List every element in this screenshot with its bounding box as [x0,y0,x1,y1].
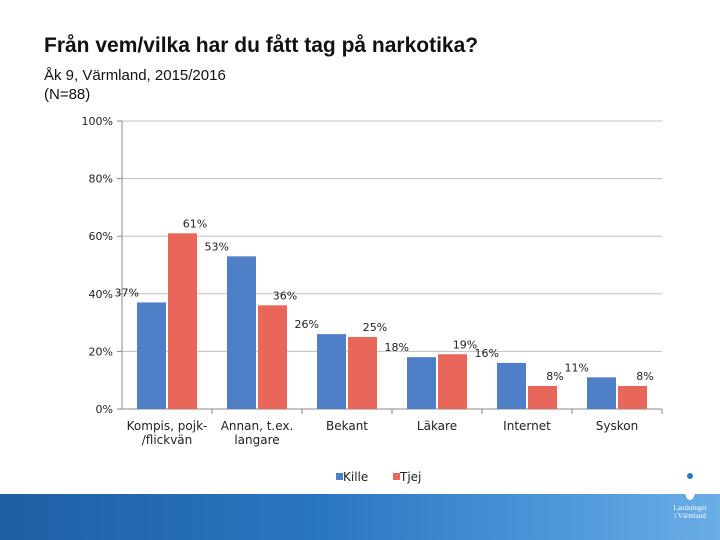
legend-label-tjej: Tjej [399,470,421,484]
y-tick-label: 100% [82,115,113,128]
logo-text-line-1: Landstinget [673,504,707,512]
data-label: 26% [295,318,319,331]
data-label: 18% [385,341,409,354]
flower-logo-icon [666,452,714,500]
bar-tjej [348,337,377,409]
data-label: 8% [546,370,563,383]
legend-swatch-kille [336,473,343,480]
footer-band [0,494,720,540]
bar-tjej [168,233,197,409]
x-tick-label: Läkare [417,419,457,433]
y-tick-label: 60% [89,230,113,243]
data-label: 36% [273,289,297,302]
legend-label-kille: Kille [343,470,368,484]
chart-subtitle: Åk 9, Värmland, 2015/2016 (N=88) [44,66,226,104]
bar-kille [317,334,346,409]
x-tick-label: /flickvän [142,433,193,447]
bar-kille [407,357,436,409]
bar-kille [497,362,526,409]
bar-kille [227,256,256,409]
x-tick-label: Internet [503,419,551,433]
chart-title: Från vem/vilka har du fått tag på narkot… [44,34,479,57]
bar-tjej [528,385,557,409]
data-label: 53% [205,240,229,253]
x-tick-label: langare [234,433,279,447]
data-label: 11% [565,361,589,374]
legend-swatch-tjej [393,473,400,480]
bar-tjej [258,305,287,409]
y-tick-label: 80% [89,173,113,186]
bar-tjej [438,354,467,409]
y-tick-label: 40% [89,288,113,301]
data-label: 37% [115,286,139,299]
data-label: 61% [183,217,207,230]
bar-chart: 0% 20% 40% 60% 80% 100% 37% 61% Kompis, pojk-/fl… [82,115,663,484]
y-tick-label: 0% [96,403,113,416]
bar-kille [587,377,616,409]
x-tick-label: Syskon [596,419,638,433]
bar-kille [137,302,166,409]
data-label: 25% [363,321,387,334]
data-label: 19% [453,338,477,351]
bar-tjej [618,385,647,409]
x-tick-label: Kompis, pojk- [127,419,208,433]
logo-text-line-2: i Värmland [674,512,706,520]
subtitle-line-2: (N=88) [44,86,91,103]
y-tick-label: 20% [89,345,113,358]
organization-logo: Landstinget i Värmland [664,448,716,526]
data-label: 16% [475,347,499,360]
subtitle-line-1: Åk 9, Värmland, 2015/2016 [44,67,226,84]
x-tick-label: Annan, t.ex. [221,419,294,433]
x-tick-label: Bekant [326,419,368,433]
data-label: 8% [636,370,653,383]
